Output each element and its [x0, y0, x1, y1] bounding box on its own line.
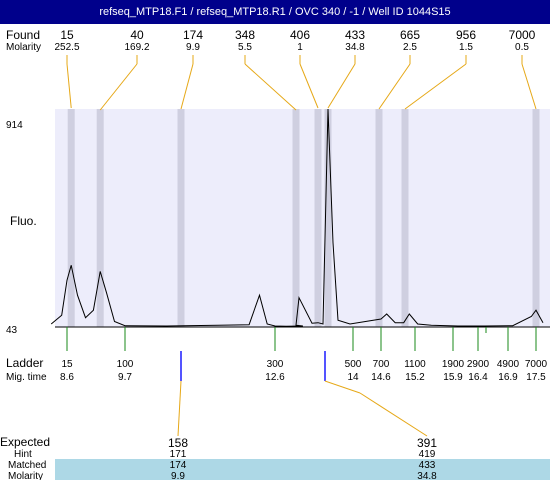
matched-value: 174: [170, 460, 187, 471]
found-label: Found: [6, 28, 40, 42]
ladder-time-label: 12.6: [265, 372, 285, 383]
ladder-label: Ladder: [6, 356, 43, 370]
found-leader: [327, 63, 356, 109]
found-size-label: 15: [60, 28, 74, 42]
ladder-time-label: 17.5: [526, 372, 546, 383]
expected-link: [177, 380, 182, 437]
found-molarity-label: 169.2: [124, 42, 149, 53]
found-size-label: 7000: [509, 28, 536, 42]
peak-bands: [67, 109, 540, 327]
matched-highlight: [55, 459, 550, 480]
found-leader: [521, 63, 537, 110]
ladder-size-label: 500: [345, 359, 362, 370]
found-leader-lines: [66, 55, 537, 111]
hint-label: Hint: [14, 449, 32, 460]
ladder-time-label: 16.9: [498, 372, 518, 383]
found-molarity-label: 0.5: [515, 42, 529, 53]
matched-molarity-value: 9.9: [171, 471, 185, 480]
ladder-time-label: 15.2: [405, 372, 425, 383]
found-molarity-label: 1: [297, 42, 303, 53]
hint-value: 419: [419, 449, 436, 460]
y-max-label: 914: [6, 120, 23, 131]
found-size-label: 956: [456, 28, 476, 42]
ladder-size-label: 4900: [497, 359, 520, 370]
matched-molarity-value: 34.8: [417, 471, 437, 480]
ladder-size-label: 1900: [442, 359, 465, 370]
ladder-size-label: 300: [267, 359, 284, 370]
found-leader: [99, 63, 138, 111]
plot-area: [55, 109, 550, 327]
y-axis-title: Fluo.: [10, 214, 37, 228]
found-size-label: 174: [183, 28, 203, 42]
found-molarity-label: 2.5: [403, 42, 417, 53]
ladder-size-label: 2900: [467, 359, 490, 370]
found-leader: [299, 63, 319, 109]
found-molarity-label: 1.5: [459, 42, 473, 53]
ladder-ticks: [66, 327, 537, 351]
peak-band: [96, 109, 104, 327]
ladder-time-label: 14.6: [371, 372, 391, 383]
molarity-row-label: Molarity: [8, 471, 43, 480]
molarity-label: Molarity: [6, 42, 41, 53]
ladder-time-label: 9.7: [118, 372, 132, 383]
found-leader: [244, 63, 297, 111]
ladder-size-label: 1100: [404, 359, 426, 370]
found-molarity-label: 34.8: [345, 42, 365, 53]
peak-band: [177, 109, 185, 327]
expected-value: 391: [417, 436, 437, 450]
ladder-time-label: 8.6: [60, 372, 74, 383]
peak-band: [314, 109, 322, 327]
matched-label: Matched: [8, 460, 46, 471]
found-molarity-label: 5.5: [238, 42, 252, 53]
expected-link-lines: [177, 351, 428, 437]
peak-band: [401, 109, 409, 327]
window-title: refseq_MTP18.F1 / refseq_MTP18.R1 / OVC …: [0, 0, 550, 24]
expected-link: [359, 392, 428, 437]
mig-time-label: Mig. time: [6, 372, 47, 383]
found-leader: [378, 63, 411, 110]
ladder-time-label: 14: [347, 372, 359, 383]
peak-band: [324, 109, 332, 327]
ladder-size-label: 7000: [525, 359, 548, 370]
ladder-time-label: 16.4: [468, 372, 488, 383]
ladder-size-label: 15: [61, 359, 73, 370]
found-size-label: 348: [235, 28, 255, 42]
found-size-label: 406: [290, 28, 310, 42]
ladder-time-label: 15.9: [443, 372, 463, 383]
ladder-size-label: 700: [373, 359, 390, 370]
peak-band: [292, 109, 300, 327]
found-size-label: 433: [345, 28, 365, 42]
peak-band: [375, 109, 383, 327]
found-size-label: 665: [400, 28, 420, 42]
found-leader: [404, 63, 467, 110]
expected-link: [324, 380, 361, 394]
expected-value: 158: [168, 436, 188, 450]
y-min-label: 43: [6, 325, 18, 336]
found-leader: [180, 63, 194, 110]
ladder-labels: 15 8.6 100 9.7 300 12.6 500 14 700 14.6 1100 15.2 19…: [60, 359, 548, 383]
ladder-size-label: 100: [117, 359, 134, 370]
hint-value: 171: [170, 449, 187, 460]
matched-value: 433: [419, 460, 436, 471]
found-molarity-label: 9.9: [186, 42, 200, 53]
found-leader: [66, 63, 72, 109]
found-size-label: 40: [130, 28, 144, 42]
fluorescence-trace: [50, 108, 544, 327]
found-molarity-label: 252.5: [54, 42, 79, 53]
peak-band: [67, 109, 75, 327]
expected-label: Expected: [0, 435, 50, 449]
peak-band: [532, 109, 540, 327]
